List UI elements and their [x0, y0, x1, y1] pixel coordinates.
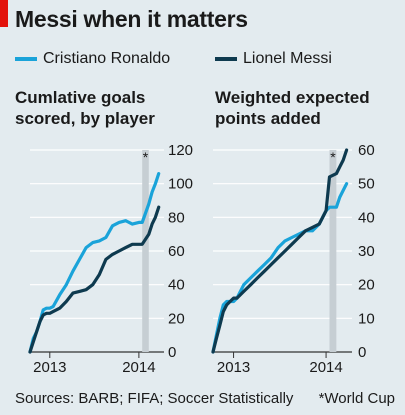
legend-swatch-messi: [215, 57, 237, 61]
series-line-p1-messi: [211, 148, 349, 354]
y-tick-label-p1-0: 0: [358, 344, 366, 361]
x-tick-label-p0-1: 2014: [122, 359, 155, 376]
sources-note: Sources: BARB; FIFA; Soccer Statisticall…: [15, 390, 294, 407]
world-cup-note: *World Cup: [318, 390, 395, 407]
legend-label-messi: Lionel Messi: [243, 50, 332, 67]
series-line-p0-messi: [28, 205, 161, 354]
world-cup-marker-p1: *: [330, 149, 336, 165]
y-tick-label-p0-5: 100: [168, 176, 193, 193]
y-tick-label-p1-5: 50: [358, 176, 375, 193]
y-tick-label-p0-6: 120: [168, 142, 193, 159]
legend-item-messi: Lionel Messi: [215, 50, 332, 68]
world-cup-band-p1: [329, 150, 337, 352]
y-tick-label-p1-1: 10: [358, 310, 375, 327]
legend-label-ronaldo: Cristiano Ronaldo: [43, 50, 171, 67]
legend-item-ronaldo: Cristiano Ronaldo: [15, 50, 170, 68]
panel-title-points-line-1: Weighted expected: [215, 88, 370, 107]
panel-title-goals: Cumlative goals scored, by player: [15, 87, 185, 129]
panel-title-points-line-2: points added: [215, 109, 321, 128]
world-cup-marker-p0: *: [143, 149, 149, 165]
page-title: Messi when it matters: [15, 6, 248, 32]
x-tick-label-p1-1: 2014: [309, 359, 342, 376]
y-tick-label-p0-1: 20: [168, 310, 185, 327]
y-tick-label-p0-4: 80: [168, 209, 185, 226]
y-tick-label-p1-3: 30: [358, 243, 375, 260]
x-tick-label-p0-0: 2013: [33, 359, 66, 376]
y-tick-label-p0-0: 0: [168, 344, 176, 361]
legend-swatch-ronaldo: [15, 57, 37, 61]
world-cup-band-p0: [142, 150, 149, 352]
brand-tag: [0, 0, 8, 27]
panel-title-goals-line-1: Cumlative goals: [15, 88, 146, 107]
y-tick-label-p0-2: 40: [168, 277, 185, 294]
y-tick-label-p1-2: 20: [358, 277, 375, 294]
legend: Cristiano Ronaldo Lionel Messi: [15, 50, 405, 72]
panel-title-goals-line-2: scored, by player: [15, 109, 155, 128]
series-line-p0-ronaldo: [28, 172, 161, 354]
panel-title-points: Weighted expected points added: [215, 87, 385, 129]
series-line-p1-ronaldo: [211, 182, 349, 354]
x-tick-label-p1-0: 2013: [217, 359, 250, 376]
y-tick-label-p0-3: 60: [168, 243, 185, 260]
y-tick-label-p1-6: 60: [358, 142, 375, 159]
y-tick-label-p1-4: 40: [358, 209, 375, 226]
